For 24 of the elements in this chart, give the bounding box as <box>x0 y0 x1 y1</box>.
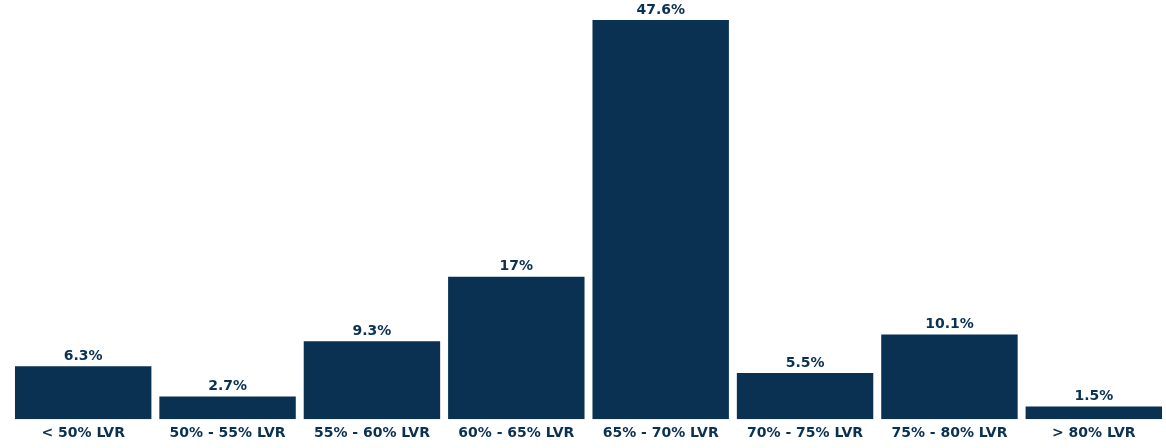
bar <box>159 396 296 420</box>
data-label: 5.5% <box>785 353 825 370</box>
bar <box>14 366 152 420</box>
bar <box>881 334 1018 420</box>
x-tick-label: 50% - 55% LVR <box>169 424 286 441</box>
x-tick-label: 75% - 80% LVR <box>891 424 1008 441</box>
bar <box>736 373 874 420</box>
bar <box>1025 406 1163 420</box>
bar <box>303 341 441 420</box>
data-label: 1.5% <box>1074 387 1114 404</box>
data-label: 2.7% <box>208 377 247 394</box>
x-tick-label: 70% - 75% LVR <box>747 424 864 441</box>
data-label: 9.3% <box>352 321 392 338</box>
x-tick-label: > 80% LVR <box>1052 424 1136 441</box>
x-tick-label: 60% - 65% LVR <box>458 424 575 441</box>
x-tick-label: 55% - 60% LVR <box>313 424 431 441</box>
data-label: 10.1% <box>925 315 974 332</box>
data-label: 6.3% <box>63 347 103 364</box>
data-label: 17% <box>499 257 534 274</box>
bar <box>592 20 729 420</box>
data-label: 47.6% <box>636 0 685 17</box>
x-tick-label: 65% - 70% LVR <box>602 424 719 441</box>
x-tick-label: < 50% LVR <box>41 424 126 441</box>
bar <box>448 276 585 420</box>
